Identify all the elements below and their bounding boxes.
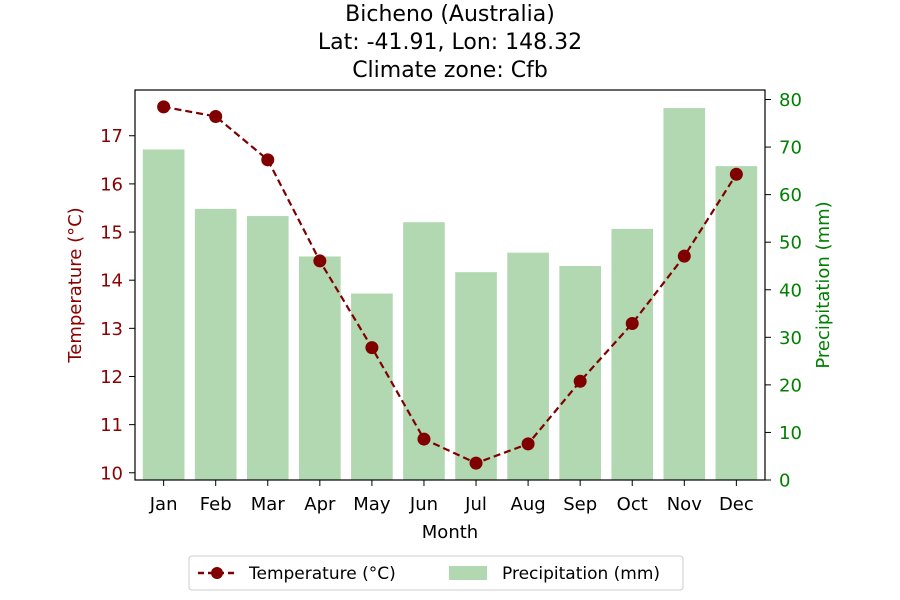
temperature-series	[157, 100, 743, 470]
bar-precipitation-apr	[299, 256, 341, 480]
temperature-line	[163, 105, 738, 465]
point-temperature-oct	[625, 317, 639, 331]
y-right-tick-label-40: 40	[779, 280, 802, 301]
point-temperature-feb	[209, 109, 223, 123]
x-axis-label: Month	[422, 522, 478, 543]
legend-precipitation-label: Precipitation (mm)	[502, 564, 660, 584]
y-left-tick-label-13: 13	[100, 319, 123, 340]
x-tick-label-feb: Feb	[200, 494, 232, 515]
y-left-tick-label-12: 12	[100, 367, 123, 388]
bar-precipitation-sep	[559, 265, 601, 480]
x-tick-label-mar: Mar	[251, 494, 286, 515]
chart-title: Bicheno (Australia) Lat: -41.91, Lon: 14…	[318, 2, 582, 83]
x-tick-label-jan: Jan	[149, 494, 178, 515]
legend-precipitation-swatch	[449, 566, 487, 580]
y-right-tick-label-80: 80	[779, 90, 802, 111]
x-tick-label-aug: Aug	[511, 494, 546, 515]
y-right-tick-label-60: 60	[779, 185, 802, 206]
title-line-2: Lat: -41.91, Lon: 148.32	[318, 30, 582, 55]
point-temperature-dec	[729, 167, 743, 181]
bar-precipitation-may	[351, 293, 393, 480]
y-right-tick-label-10: 10	[779, 423, 802, 444]
bar-precipitation-dec	[715, 166, 758, 480]
point-temperature-apr	[313, 254, 327, 268]
point-temperature-may	[365, 341, 379, 355]
x-tick-label-jun: Jun	[409, 494, 438, 515]
point-temperature-mar	[261, 153, 275, 167]
bar-precipitation-jul	[455, 272, 497, 480]
y-right-tick-label-70: 70	[779, 138, 802, 159]
y-left-tick-label-16: 16	[100, 174, 123, 195]
bar-precipitation-mar	[246, 216, 289, 480]
title-line-3: Climate zone: Cfb	[352, 58, 548, 83]
legend-temperature-label: Temperature (°C)	[248, 564, 396, 584]
y-axis-right: 0 10 20 30 40 50 60 70 80	[765, 90, 802, 492]
x-tick-label-jul: Jul	[464, 494, 487, 515]
y-left-tick-label-15: 15	[100, 223, 123, 244]
title-line-1: Bicheno (Australia)	[345, 2, 555, 27]
x-tick-label-sep: Sep	[563, 494, 597, 515]
x-axis: Jan Feb Mar Apr May Jun Jul Aug Sep Oct Nov Dec	[149, 480, 754, 515]
point-temperature-jan	[157, 100, 171, 114]
y-right-tick-label-30: 30	[779, 328, 802, 349]
point-temperature-jun	[417, 432, 431, 446]
precipitation-bars	[142, 108, 758, 480]
x-tick-label-may: May	[353, 494, 391, 515]
bar-precipitation-feb	[194, 208, 237, 480]
x-tick-label-dec: Dec	[719, 494, 754, 515]
x-tick-label-oct: Oct	[617, 494, 648, 515]
y-left-tick-label-11: 11	[100, 415, 123, 436]
bar-precipitation-nov	[663, 108, 706, 480]
y-left-tick-label-10: 10	[100, 463, 123, 484]
x-tick-label-nov: Nov	[667, 494, 702, 515]
y-right-tick-label-20: 20	[779, 375, 802, 396]
y-right-tick-label-50: 50	[779, 233, 802, 254]
legend: Temperature (°C) Precipitation (mm)	[188, 555, 684, 591]
y-right-tick-label-0: 0	[779, 471, 790, 492]
point-temperature-nov	[677, 249, 691, 263]
y-axis-right-label: Precipitation (mm)	[813, 201, 834, 368]
point-temperature-aug	[521, 437, 535, 451]
bar-precipitation-oct	[611, 228, 654, 480]
y-axis-left: 10 11 12 13 14 15 16 17	[100, 126, 135, 484]
plot-frame	[134, 89, 766, 481]
point-temperature-jul	[469, 456, 483, 470]
y-left-tick-label-17: 17	[100, 126, 123, 147]
legend-box	[188, 555, 684, 591]
legend-temperature-marker	[211, 567, 223, 579]
x-tick-label-apr: Apr	[304, 494, 336, 515]
y-left-tick-label-14: 14	[100, 271, 123, 292]
bar-precipitation-jan	[142, 149, 185, 480]
y-axis-left-label: Temperature (°C)	[65, 207, 86, 363]
point-temperature-sep	[573, 374, 587, 388]
